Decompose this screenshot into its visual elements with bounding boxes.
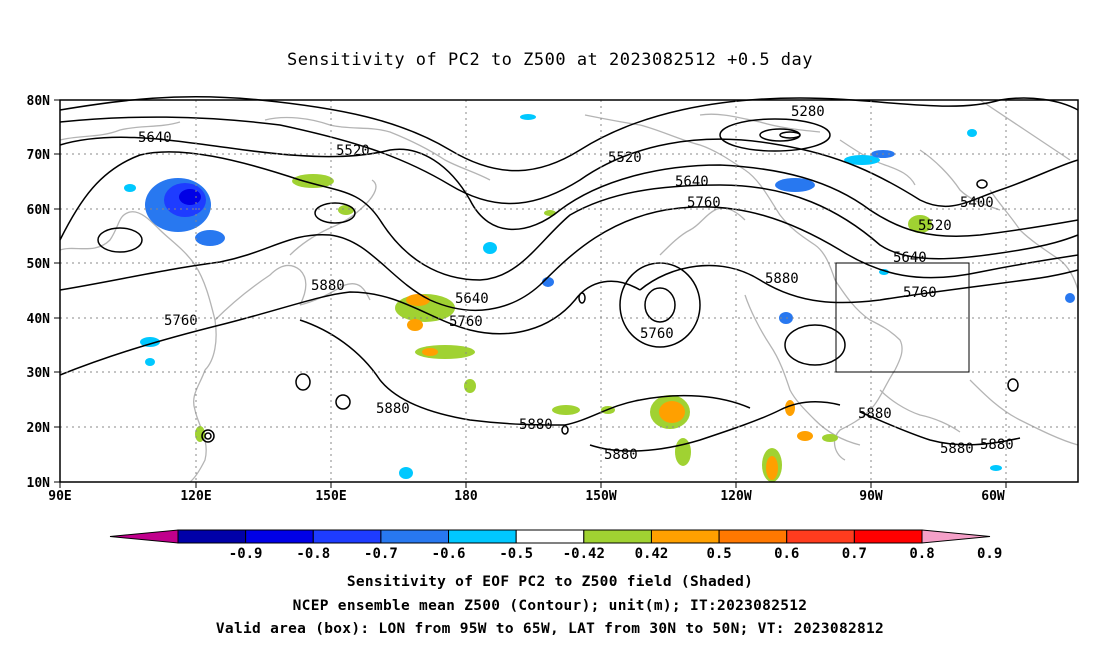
lat-label: 10N — [27, 476, 51, 491]
lat-label: 20N — [27, 421, 51, 436]
lat-label: 60N — [27, 203, 51, 218]
colorbar-tick-label: -0.5 — [499, 546, 533, 562]
colorbar-tick-label: -0.42 — [563, 546, 605, 562]
colorbar-tick-label: 0.42 — [635, 546, 669, 562]
colorbar-max-arrow — [921, 529, 991, 544]
contour-label: 5880 — [376, 401, 410, 417]
caption-contour: NCEP ensemble mean Z500 (Contour); unit(… — [292, 598, 808, 614]
contour-label: 5520 — [336, 143, 370, 159]
colorbar-swatch — [245, 529, 314, 544]
map-title: Sensitivity of PC2 to Z500 at 2023082512… — [286, 50, 813, 70]
contour-label: 5640 — [893, 250, 927, 266]
valid-area-box — [835, 262, 970, 373]
colorbar-tick-label: 0.9 — [977, 546, 1002, 562]
contour-label: 5520 — [608, 150, 642, 166]
contour-label: 5880 — [980, 437, 1014, 453]
lon-label: 60W — [981, 489, 1005, 504]
lon-labels: 90E 120E 150E 180 150W 120W 90W 60W — [48, 489, 1005, 504]
contour-label: 5640 — [455, 291, 489, 307]
caption-shading: Sensitivity of EOF PC2 to Z500 field (Sh… — [346, 574, 754, 590]
lon-label: 150E — [315, 489, 346, 504]
z500-contours — [59, 95, 1079, 452]
colorbar-swatch — [583, 529, 652, 544]
contour-label: 5880 — [765, 271, 799, 287]
colorbar-swatch — [650, 529, 720, 544]
contour-labels: 5640 5520 5280 5520 5640 5760 5400 5520 … — [138, 104, 1014, 463]
lon-label: 180 — [454, 489, 478, 504]
tick-marks — [54, 99, 1007, 488]
lat-label: 30N — [27, 366, 51, 381]
contour-label: 5640 — [138, 130, 172, 146]
contour-label: 5880 — [858, 406, 892, 422]
colorbar-tick-label: -0.6 — [432, 546, 466, 562]
colorbar-swatch — [515, 529, 585, 544]
colorbar-min-arrow — [109, 529, 179, 544]
colorbar-swatch — [312, 529, 382, 544]
caption-valid-area: Valid area (box): LON from 95W to 65W, L… — [215, 621, 885, 637]
contour-label: 5880 — [311, 278, 345, 294]
lon-label: 90E — [48, 489, 71, 504]
contour-label: 5520 — [918, 218, 952, 234]
colorbar-tick-label: -0.8 — [296, 546, 330, 562]
colorbar-swatch — [853, 529, 923, 544]
contour-label: 5880 — [519, 417, 553, 433]
colorbar-tick-label: -0.7 — [364, 546, 398, 562]
colorbar-tick-label: 0.7 — [842, 546, 867, 562]
contour-label: 5880 — [604, 447, 638, 463]
lon-label: 90W — [859, 489, 883, 504]
lon-label: 150W — [585, 489, 616, 504]
colorbar-tick-label: 0.8 — [909, 546, 934, 562]
lat-label: 70N — [27, 148, 51, 163]
contour-label: 5280 — [791, 104, 825, 120]
lat-label: 80N — [27, 94, 51, 109]
lon-label: 120E — [180, 489, 211, 504]
contour-label: 5760 — [687, 195, 721, 211]
contour-label: 5640 — [675, 174, 709, 190]
colorbar-tick-label: -0.9 — [229, 546, 263, 562]
graticule — [60, 100, 1078, 482]
colorbar-tick-label: 0.5 — [706, 546, 731, 562]
contour-label: 5760 — [640, 326, 674, 342]
colorbar-swatch — [177, 529, 247, 544]
colorbar-swatch — [718, 529, 788, 544]
colorbar-tick-label: 0.6 — [774, 546, 799, 562]
coastlines — [59, 99, 1079, 483]
lat-labels: 80N 70N 60N 50N 40N 30N 20N 10N — [27, 94, 51, 491]
contour-label: 5760 — [164, 313, 198, 329]
colorbar: -0.9 -0.8 -0.7 -0.6 -0.5 -0.42 0.42 0.5 0.6 0.7 0.… — [109, 529, 1002, 562]
contour-label: 5880 — [940, 441, 974, 457]
lon-label: 120W — [720, 489, 751, 504]
contour-label: 5760 — [903, 285, 937, 301]
map-frame — [59, 99, 1079, 483]
colorbar-swatch — [448, 529, 517, 544]
colorbar-swatch — [786, 529, 855, 544]
lat-label: 40N — [27, 312, 51, 327]
lat-label: 50N — [27, 257, 51, 272]
contour-label: 5400 — [960, 195, 994, 211]
colorbar-swatch — [380, 529, 450, 544]
